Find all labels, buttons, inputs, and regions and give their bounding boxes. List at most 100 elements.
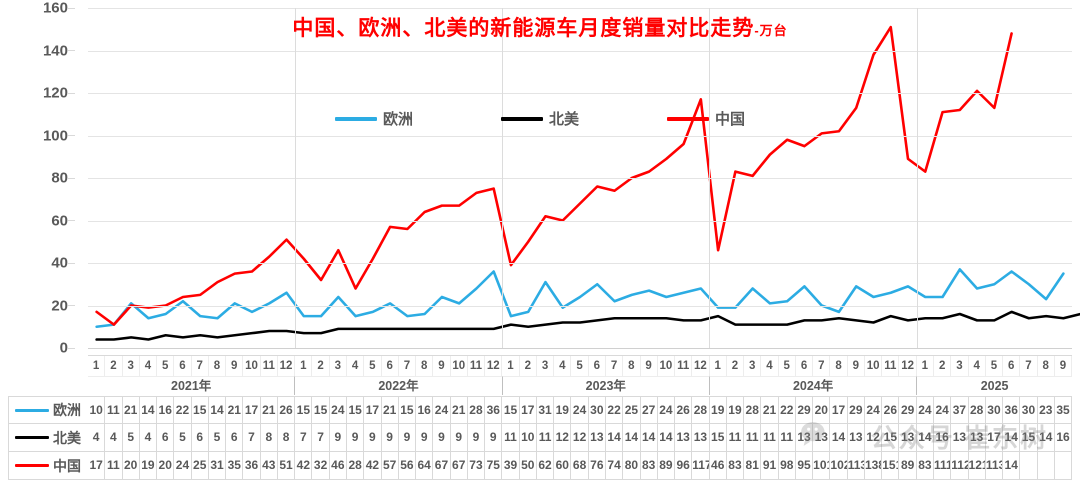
year-separator bbox=[502, 8, 504, 348]
table-cell: 15 bbox=[709, 424, 727, 452]
x-axis-month-label: 3 bbox=[330, 356, 347, 376]
legend-item-中国[interactable]: 中国 bbox=[667, 108, 745, 129]
table-cell: 113 bbox=[847, 452, 865, 480]
table-cell: 29 bbox=[795, 396, 814, 424]
table-cell: 22 bbox=[605, 396, 624, 424]
table-cell: 4 bbox=[105, 424, 123, 452]
table-cell: 14 bbox=[208, 396, 227, 424]
table-cell: 8 bbox=[277, 424, 296, 452]
table-cell: 15 bbox=[312, 396, 330, 424]
table-cell: 11 bbox=[778, 424, 796, 452]
x-axis-month-label: 10 bbox=[658, 356, 676, 376]
legend-swatch bbox=[667, 116, 709, 121]
table-cell: 8 bbox=[260, 424, 278, 452]
x-axis-month-label: 4 bbox=[140, 356, 158, 376]
table-cell: 17 bbox=[519, 396, 537, 424]
x-axis-year-label: 2024年 bbox=[709, 376, 918, 395]
y-tick-mark bbox=[68, 92, 75, 94]
x-axis-month-label: 1 bbox=[917, 356, 935, 376]
table-cell: 11 bbox=[502, 424, 520, 452]
table-cell: 46 bbox=[709, 452, 727, 480]
x-axis-year-label: 2021年 bbox=[88, 376, 296, 395]
table-cell: 30 bbox=[985, 396, 1004, 424]
table-cell: 19 bbox=[554, 396, 572, 424]
table-cell: 11 bbox=[105, 396, 123, 424]
table-cell: 26 bbox=[277, 396, 296, 424]
gridline-120 bbox=[88, 93, 1072, 94]
table-cell: 102 bbox=[830, 452, 848, 480]
table-cell: 50 bbox=[519, 452, 537, 480]
table-cell: 42 bbox=[364, 452, 382, 480]
table-cell: 28 bbox=[467, 396, 486, 424]
table-cell: 12 bbox=[864, 424, 883, 452]
table-cell: 17 bbox=[88, 452, 106, 480]
table-row-header: 欧洲 bbox=[8, 396, 88, 424]
x-axis-month-label: 1 bbox=[710, 356, 727, 376]
table-cell: 13 bbox=[968, 424, 986, 452]
x-axis-month-label: 6 bbox=[589, 356, 606, 376]
table-row-cells: 10 11 21 14 16 22 15 14 21 17 21 26 15 15 24 15 17 21 15 16… bbox=[88, 396, 1073, 424]
table-cell: 111 bbox=[934, 452, 952, 480]
table-cell: 32 bbox=[312, 452, 330, 480]
x-axis-month-label: 10 bbox=[451, 356, 468, 376]
table-cell: 7 bbox=[295, 424, 313, 452]
legend-label: 北美 bbox=[548, 111, 579, 128]
table-cell: 83 bbox=[726, 452, 745, 480]
table-cell: 51 bbox=[277, 452, 296, 480]
x-axis-month-label: 4 bbox=[761, 356, 779, 376]
y-axis-tick-120: 120 bbox=[43, 85, 75, 102]
table-cell: 89 bbox=[899, 452, 917, 480]
table-cell: 5 bbox=[208, 424, 227, 452]
y-tick-mark bbox=[68, 305, 75, 306]
legend-item-欧洲[interactable]: 欧洲 bbox=[334, 108, 413, 129]
x-axis-month-label: 6 bbox=[796, 356, 814, 376]
gridline-140 bbox=[88, 50, 1072, 52]
table-cell: 24 bbox=[916, 396, 935, 424]
table-cell: 31 bbox=[536, 396, 555, 424]
table-cell: 15 bbox=[346, 396, 365, 424]
x-axis-month-label: 9 bbox=[1055, 356, 1073, 376]
table-cell: 9 bbox=[398, 424, 417, 452]
table-cell: 6 bbox=[157, 424, 175, 452]
x-axis-month-label: 3 bbox=[123, 356, 140, 376]
legend-item-北美[interactable]: 北美 bbox=[500, 108, 579, 129]
table-cell: 24 bbox=[571, 396, 589, 424]
table-cell: 24 bbox=[934, 396, 952, 424]
table-cell: 9 bbox=[467, 424, 486, 452]
table-cell: 28 bbox=[968, 396, 986, 424]
table-cell: 29 bbox=[899, 396, 917, 424]
table-cell: 24 bbox=[433, 396, 451, 424]
table-cell: 29 bbox=[847, 396, 865, 424]
table-cell: 17 bbox=[364, 396, 382, 424]
x-axis-month-label: 10 bbox=[865, 356, 883, 376]
table-cell: 75 bbox=[485, 452, 503, 480]
table-cell: 101 bbox=[813, 452, 831, 480]
x-axis-month-label: 7 bbox=[606, 356, 624, 376]
table-row-swatch bbox=[15, 408, 49, 412]
table-cell: 9 bbox=[450, 424, 468, 452]
table-cell: 10 bbox=[88, 396, 106, 424]
table-cell: 28 bbox=[346, 452, 365, 480]
table-cell: 9 bbox=[381, 424, 399, 452]
x-axis-months: 1 2 3 4 5 6 7 8 9 10 11 12 1 2 3 4 5 6 7 8 9 10 11 12 1 2 3 4 5 6 7 8 9 1… bbox=[88, 355, 1073, 376]
table-cell: 117 bbox=[692, 452, 710, 480]
table-cell: 9 bbox=[416, 424, 434, 452]
y-axis-tick-140: 140 bbox=[43, 42, 75, 59]
table-cell: 11 bbox=[536, 424, 555, 452]
year-separator bbox=[916, 8, 918, 348]
table-row-cells: 17 11 20 19 20 24 25 31 35 36 43 51 42 32 46 28 42 57 56 64… bbox=[88, 452, 1073, 480]
table-cell: 14 bbox=[916, 424, 935, 452]
table-cell: 4 bbox=[139, 424, 158, 452]
y-axis-tick-40: 40 bbox=[51, 255, 75, 272]
gridline-160 bbox=[88, 8, 1072, 9]
table-cell: 15 bbox=[295, 396, 313, 424]
table-cell: 11 bbox=[761, 424, 779, 452]
table-cell: 17 bbox=[243, 396, 261, 424]
table-cell: 39 bbox=[502, 452, 520, 480]
plot-canvas bbox=[88, 8, 1080, 349]
y-axis-tick-20: 20 bbox=[51, 297, 75, 314]
x-axis-month-label: 5 bbox=[779, 356, 796, 376]
table-cell: 28 bbox=[692, 396, 710, 424]
table-cell: 6 bbox=[226, 424, 244, 452]
